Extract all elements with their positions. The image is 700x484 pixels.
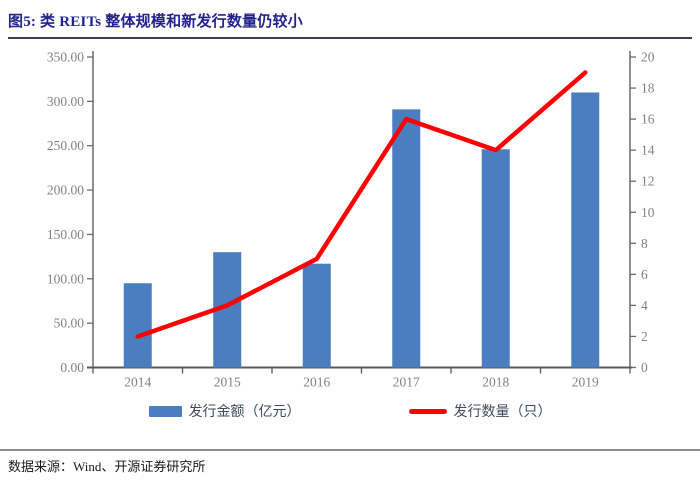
bar-2018: [481, 149, 510, 368]
bar-series-swatch: [148, 405, 182, 417]
combo-chart: 0.00 50.00 100.00 150.00 200.00 250.00 300.00 3…: [47, 50, 655, 390]
issuance-count-line: [135, 70, 588, 339]
left-axis-tick-label: 200.00: [47, 183, 84, 198]
right-axis-tick-label: 0: [641, 360, 648, 375]
x-axis-category-label: 2018: [482, 375, 509, 390]
figure-title: 图5: 类 REITs 整体规模和新发行数量仍较小: [8, 14, 303, 30]
footer-divider: [0, 449, 700, 451]
chart-legend: 发行金额（亿元） 发行数量（只）: [0, 401, 700, 421]
left-axis-tick-label: 50.00: [54, 316, 85, 331]
bar-2016: [302, 263, 331, 368]
left-axis-tick-label: 300.00: [47, 94, 84, 109]
x-axis-category-label: 2014: [124, 375, 151, 390]
bar-series-label: 发行金额（亿元）: [188, 405, 301, 420]
bar-2017: [392, 109, 421, 368]
left-axis-tick-label: 350.00: [47, 50, 84, 65]
right-axis-tick-label: 18: [641, 81, 655, 96]
x-axis-category-label: 2016: [303, 375, 330, 390]
bar-2019: [571, 92, 600, 368]
right-axis-tick-label: 20: [641, 50, 655, 65]
right-axis-tick-label: 10: [641, 205, 655, 220]
figure-header: 图5: 类 REITs 整体规模和新发行数量仍较小: [8, 10, 692, 39]
x-axis-category-label: 2019: [572, 375, 599, 390]
line-series-label: 发行数量（只）: [453, 405, 552, 420]
bar-2014: [123, 283, 152, 368]
right-axis-tick-label: 2: [641, 329, 648, 344]
legend-item-count: 发行数量（只）: [408, 401, 552, 421]
left-axis-tick-label: 0.00: [60, 360, 84, 375]
right-axis-tick-label: 4: [641, 298, 648, 313]
right-axis-tick-label: 16: [641, 112, 655, 127]
left-axis-tick-label: 250.00: [47, 138, 84, 153]
left-axis-tick-label: 100.00: [47, 271, 84, 286]
right-axis-tick-label: 14: [641, 143, 655, 158]
data-source-note: 数据来源：Wind、开源证券研究所: [8, 459, 206, 474]
x-axis-category-label: 2017: [393, 375, 420, 390]
line-series-swatch: [408, 408, 447, 414]
legend-item-amount: 发行金额（亿元）: [148, 401, 301, 421]
right-axis-tick-label: 8: [641, 236, 648, 251]
right-axis-tick-label: 6: [641, 267, 648, 282]
right-axis-tick-label: 12: [641, 174, 655, 189]
left-axis-tick-label: 150.00: [47, 227, 84, 242]
x-axis-category-label: 2015: [214, 375, 241, 390]
